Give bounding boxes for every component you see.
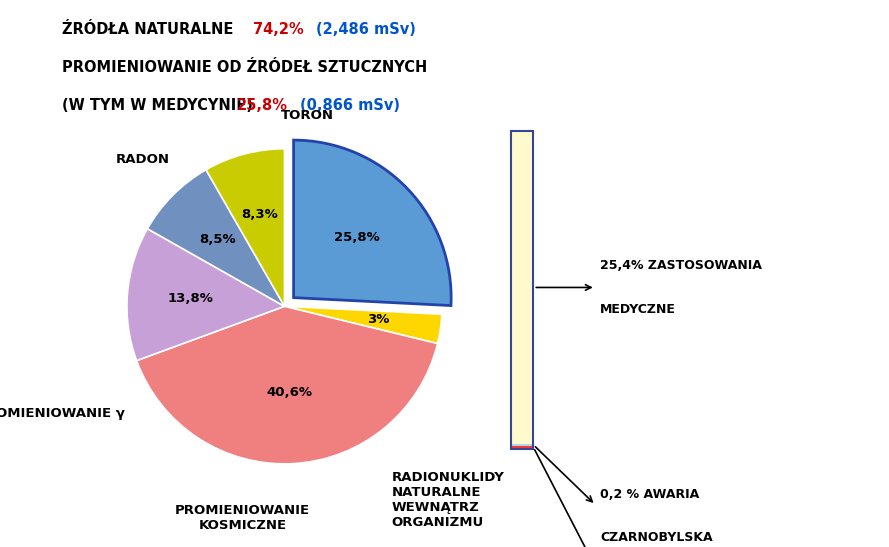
Text: ŹRÓDŁA NATURALNE: ŹRÓDŁA NATURALNE xyxy=(62,22,234,37)
Text: 25,4% ZASTOSOWANIA: 25,4% ZASTOSOWANIA xyxy=(600,259,762,272)
Wedge shape xyxy=(137,306,437,464)
Text: (0,866 mSv): (0,866 mSv) xyxy=(300,98,399,113)
Wedge shape xyxy=(293,140,451,306)
Text: RADIONUKLIDY
NATURALNE
WEWNĄTRZ
ORGANIZMU: RADIONUKLIDY NATURALNE WEWNĄTRZ ORGANIZM… xyxy=(392,472,505,529)
Text: TORON: TORON xyxy=(281,109,333,122)
Text: 74,2%: 74,2% xyxy=(253,22,304,37)
Wedge shape xyxy=(127,229,284,360)
Text: CZARNOBYLSKA: CZARNOBYLSKA xyxy=(600,531,713,544)
Text: 8,5%: 8,5% xyxy=(199,233,236,246)
Wedge shape xyxy=(148,170,284,306)
Text: 40,6%: 40,6% xyxy=(267,386,312,399)
Wedge shape xyxy=(206,149,284,306)
Wedge shape xyxy=(284,306,442,344)
Text: 3%: 3% xyxy=(367,313,389,327)
Text: (2,486 mSv): (2,486 mSv) xyxy=(316,22,415,37)
Text: 25,8%: 25,8% xyxy=(236,98,287,113)
Text: (W TYM W MEDYCYNIE): (W TYM W MEDYCYNIE) xyxy=(62,98,253,113)
Text: PROMIENIOWANIE
KOSMICZNE: PROMIENIOWANIE KOSMICZNE xyxy=(175,504,310,532)
Text: 0,2 % AWARIA: 0,2 % AWARIA xyxy=(600,487,700,501)
Text: PROMIENIOWANIE OD ŹRÓDEŁ SZTUCZNYCH: PROMIENIOWANIE OD ŹRÓDEŁ SZTUCZNYCH xyxy=(62,60,428,75)
Bar xyxy=(511,131,533,444)
Bar xyxy=(511,446,533,449)
Text: 13,8%: 13,8% xyxy=(167,292,213,305)
Text: 25,8%: 25,8% xyxy=(333,231,380,245)
Bar xyxy=(511,444,533,446)
Bar xyxy=(511,131,533,449)
Text: 8,3%: 8,3% xyxy=(242,208,278,222)
Text: MEDYCZNE: MEDYCZNE xyxy=(600,303,676,316)
Text: RADON: RADON xyxy=(116,153,170,166)
Text: PROMIENIOWANIE γ: PROMIENIOWANIE γ xyxy=(0,408,125,420)
